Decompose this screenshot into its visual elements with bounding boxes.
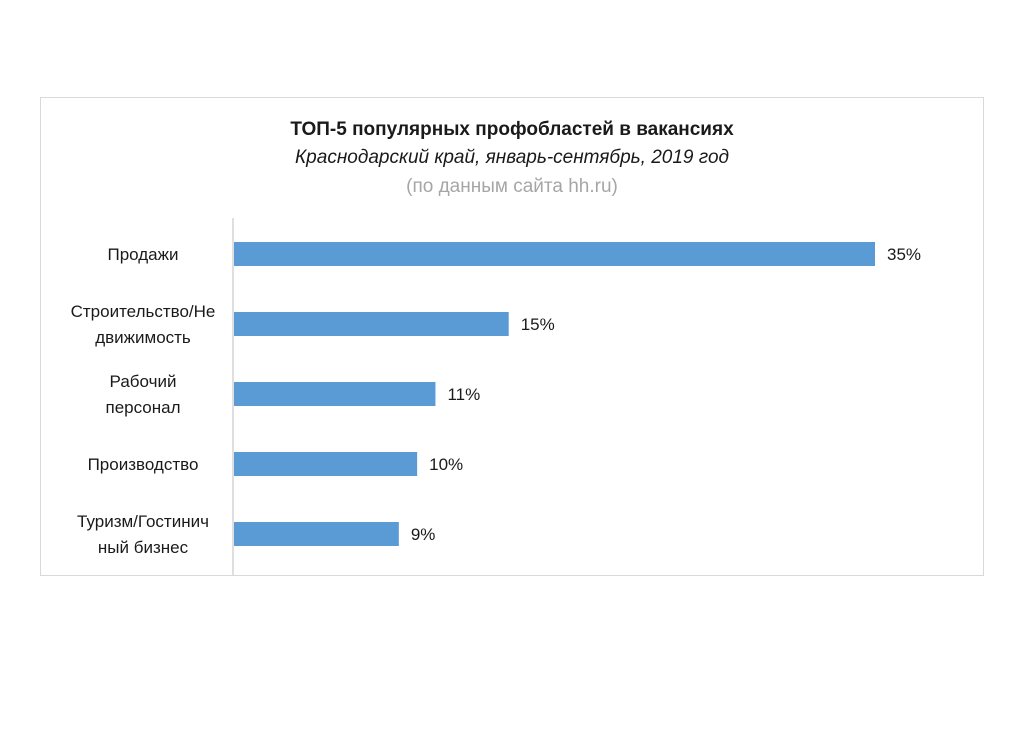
bar-chart-plot: 35% Продажи 15% Строительство/Не движимость 1…: [71, 218, 921, 575]
category-label-4: Производство: [88, 455, 199, 474]
category-label-2: Строительство/Не движимость: [71, 302, 216, 347]
category-label-5: Туризм/Гостинич ный бизнес: [77, 512, 209, 557]
chart-subtitle: Краснодарский край, январь-сентябрь, 201…: [294, 147, 730, 168]
category-label-line: Продажи: [108, 245, 179, 264]
data-label-1: 35%: [887, 245, 921, 264]
category-label-line: Рабочий: [110, 372, 177, 391]
bar-4: [234, 452, 418, 476]
bar-5: [234, 522, 399, 546]
category-label-line: движимость: [95, 328, 191, 347]
bar-2: [234, 312, 509, 336]
category-label-line: ный бизнес: [98, 538, 189, 557]
category-label-line: Производство: [88, 455, 199, 474]
data-label-3: 11%: [447, 385, 480, 404]
category-label-3: Рабочий персонал: [105, 372, 180, 417]
chart-title: ТОП-5 популярных профобластей в вакансия…: [290, 119, 734, 140]
chart-header: ТОП-5 популярных профобластей в вакансия…: [41, 116, 983, 202]
category-label-line: персонал: [105, 398, 180, 417]
data-label-4: 10%: [429, 455, 463, 474]
category-label-line: Туризм/Гостинич: [77, 512, 209, 531]
category-label-1: Продажи: [108, 245, 179, 264]
category-label-line: Строительство/Не: [71, 302, 216, 321]
bar-3: [234, 382, 436, 406]
data-label-2: 15%: [521, 315, 555, 334]
bar-1: [234, 242, 875, 266]
chart-source-note: (по данным сайта hh.ru): [406, 176, 618, 197]
chart-frame: ТОП-5 популярных профобластей в вакансия…: [40, 97, 984, 576]
data-label-5: 9%: [411, 525, 436, 544]
